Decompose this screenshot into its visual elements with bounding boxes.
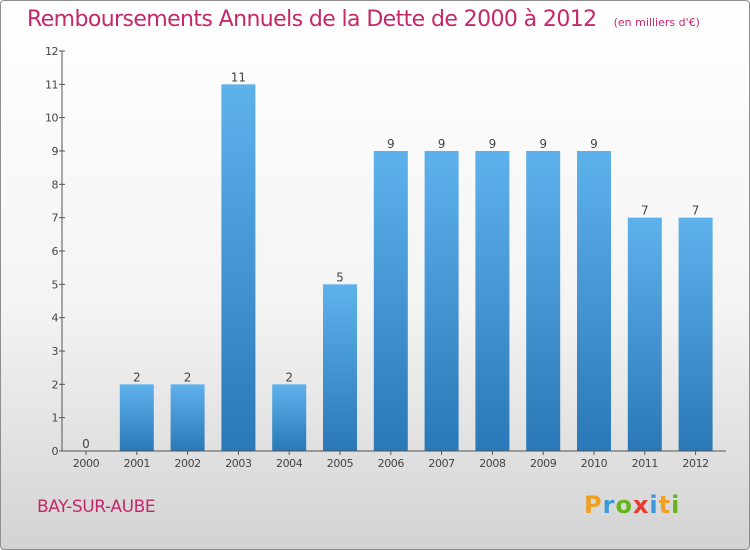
chart-subtitle: (en milliers d'€) [613,16,700,29]
bar-2004 [272,384,307,451]
value-label-2004: 2 [285,370,293,384]
value-label-2011: 7 [641,204,649,218]
y-tick-label: 1 [52,412,59,425]
value-labels-group: 0 2 2 11 2 5 9 9 9 9 9 7 7 [82,70,699,451]
value-label-2002: 2 [184,370,192,384]
bar-2012 [678,217,713,451]
logo-letter: P [584,491,603,519]
value-label-2007: 9 [438,137,446,151]
bars-group [119,84,713,451]
y-tick-label: 11 [45,78,58,91]
bar-2005 [323,284,357,451]
x-tick-label: 2004 [276,457,303,470]
value-label-2010: 9 [590,137,598,151]
x-tick-label: 2010 [581,457,608,470]
logo-letter: t [658,491,672,519]
x-tick-label: 2012 [682,457,708,470]
bar-2006 [373,151,408,451]
bar-2010 [577,151,611,451]
value-label-2008: 9 [489,137,497,151]
y-tick-label: 2 [52,378,59,391]
x-tick-label: 2000 [73,457,100,470]
commune-name: BAY-SUR-AUBE [37,497,156,517]
value-label-2003: 11 [231,70,246,84]
proxiti-logo: Proxiti [584,491,680,519]
x-tick-label: 2009 [530,457,557,470]
logo-letter: x [632,491,650,519]
x-tick-label: 2003 [225,457,252,470]
x-tick-label: 2005 [327,457,354,470]
x-tick-label: 2011 [632,457,658,470]
y-tick-label: 5 [52,278,59,291]
logo-letter: r [602,491,616,519]
value-label-2000: 0 [82,437,90,451]
y-tick-label: 6 [52,245,59,258]
x-tick-label: 2007 [428,457,455,470]
x-tick-label: 2006 [378,457,405,470]
x-tick-label: 2002 [174,457,200,470]
value-label-2005: 5 [336,270,344,284]
bar-2011 [627,217,662,451]
y-tick-label: 0 [52,445,59,458]
x-tick-label: 2001 [124,457,150,470]
y-tick-label: 3 [52,345,59,358]
value-label-2009: 9 [539,137,547,151]
y-tick-label: 10 [45,112,58,125]
logo-letter: o [615,491,633,519]
bar-2003 [221,84,256,451]
title-row: Remboursements Annuels de la Dette de 20… [27,7,700,32]
logo-letter: i [671,491,681,519]
bar-2001 [119,384,154,451]
bar-2007 [424,151,459,451]
bar-2009 [526,151,561,451]
y-tick-label: 8 [52,178,59,191]
x-axis: 2000 2001 2002 2003 2004 2005 2006 2007 2008 2009… [62,450,726,470]
y-tick-label: 7 [52,212,59,225]
bar-2008 [475,151,510,451]
x-tick-label: 2008 [479,457,506,470]
value-label-2012: 7 [692,204,700,218]
value-label-2001: 2 [133,370,141,384]
y-tick-label: 12 [45,45,58,58]
bar-2002 [170,384,205,451]
value-label-2006: 9 [387,137,395,151]
y-tick-label: 9 [52,145,59,158]
logo-letter: i [649,491,659,519]
chart-title: Remboursements Annuels de la Dette de 20… [27,7,597,32]
y-tick-label: 4 [52,312,59,325]
